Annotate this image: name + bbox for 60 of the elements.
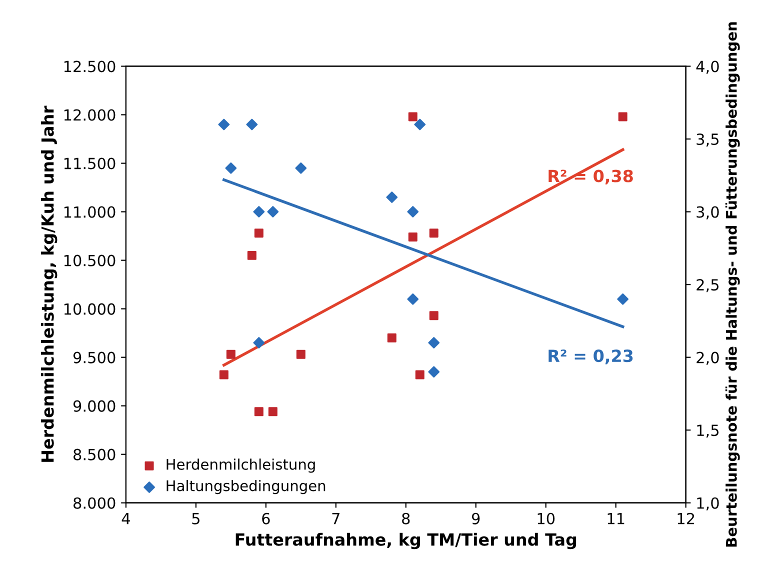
point <box>253 337 265 348</box>
y2-tick-label: 1,0 <box>697 497 719 510</box>
y2-tick-label: 3,5 <box>696 133 719 147</box>
annotation: R² = 0,23 <box>548 350 633 364</box>
point <box>428 366 440 378</box>
legend-label: Haltungsbedingungen <box>166 480 326 494</box>
x-tick-label: 7 <box>332 513 340 524</box>
x-tick-label: 10 <box>538 512 555 524</box>
y-tick-label: 10.500 <box>64 254 116 266</box>
point <box>254 228 264 238</box>
point <box>429 311 438 320</box>
y2-tick-label: 2,0 <box>696 352 719 365</box>
point <box>414 118 426 130</box>
y-axis-title: Herdenmilchleistung, kg/Kuh und Jahr <box>40 106 58 462</box>
y2-tick-label: 4,0 <box>696 60 719 74</box>
point <box>225 162 237 174</box>
x-tick-label: 6 <box>262 512 270 524</box>
x-tick-label: 4 <box>122 513 130 524</box>
y2-tick-label: 1,5 <box>697 424 719 438</box>
y-tick-label: 9.500 <box>73 352 116 364</box>
y2-tick-label: 2,5 <box>696 279 719 292</box>
x-tick-label: 9 <box>472 512 480 524</box>
point <box>253 206 265 218</box>
point <box>254 407 264 416</box>
y-tick-label: 8.000 <box>74 497 116 509</box>
point <box>246 118 258 130</box>
point <box>407 206 419 218</box>
x-tick-label: 5 <box>192 513 200 524</box>
y-tick-label: 11.500 <box>64 158 116 170</box>
y-tick-label: 9.000 <box>73 400 116 412</box>
y2-axis-title: Beurteilungsnote für die Haltungs- und Fütterungsbedingungen <box>725 22 740 547</box>
x-tick-label: 11 <box>608 513 624 524</box>
point <box>295 162 307 174</box>
point <box>218 118 230 130</box>
y2-tick-label: 3,0 <box>696 206 719 220</box>
point <box>408 112 418 122</box>
point <box>618 112 628 122</box>
point <box>387 333 396 342</box>
y-tick-label: 12.500 <box>64 60 116 72</box>
point <box>296 350 306 359</box>
y-tick-label: 11.000 <box>64 206 116 218</box>
point <box>267 206 279 218</box>
point <box>415 370 424 380</box>
x-axis-title: Futteraufnahme, kg TM/Tier und Tag <box>236 532 576 550</box>
point <box>429 228 438 238</box>
point <box>226 350 236 359</box>
point <box>428 337 440 348</box>
point <box>386 192 398 203</box>
point <box>617 293 629 305</box>
point <box>408 232 418 242</box>
y-tick-label: 12.000 <box>64 109 116 121</box>
point <box>268 407 278 416</box>
x-tick-label: 8 <box>402 512 410 524</box>
legend-label: Herdenmilchleistung <box>166 458 315 473</box>
point <box>247 250 256 260</box>
x-tick-label: 12 <box>678 512 694 524</box>
point <box>407 293 419 305</box>
y-tick-label: 8.500 <box>74 448 116 460</box>
point <box>219 370 228 380</box>
y-tick-label: 10.000 <box>64 303 116 315</box>
